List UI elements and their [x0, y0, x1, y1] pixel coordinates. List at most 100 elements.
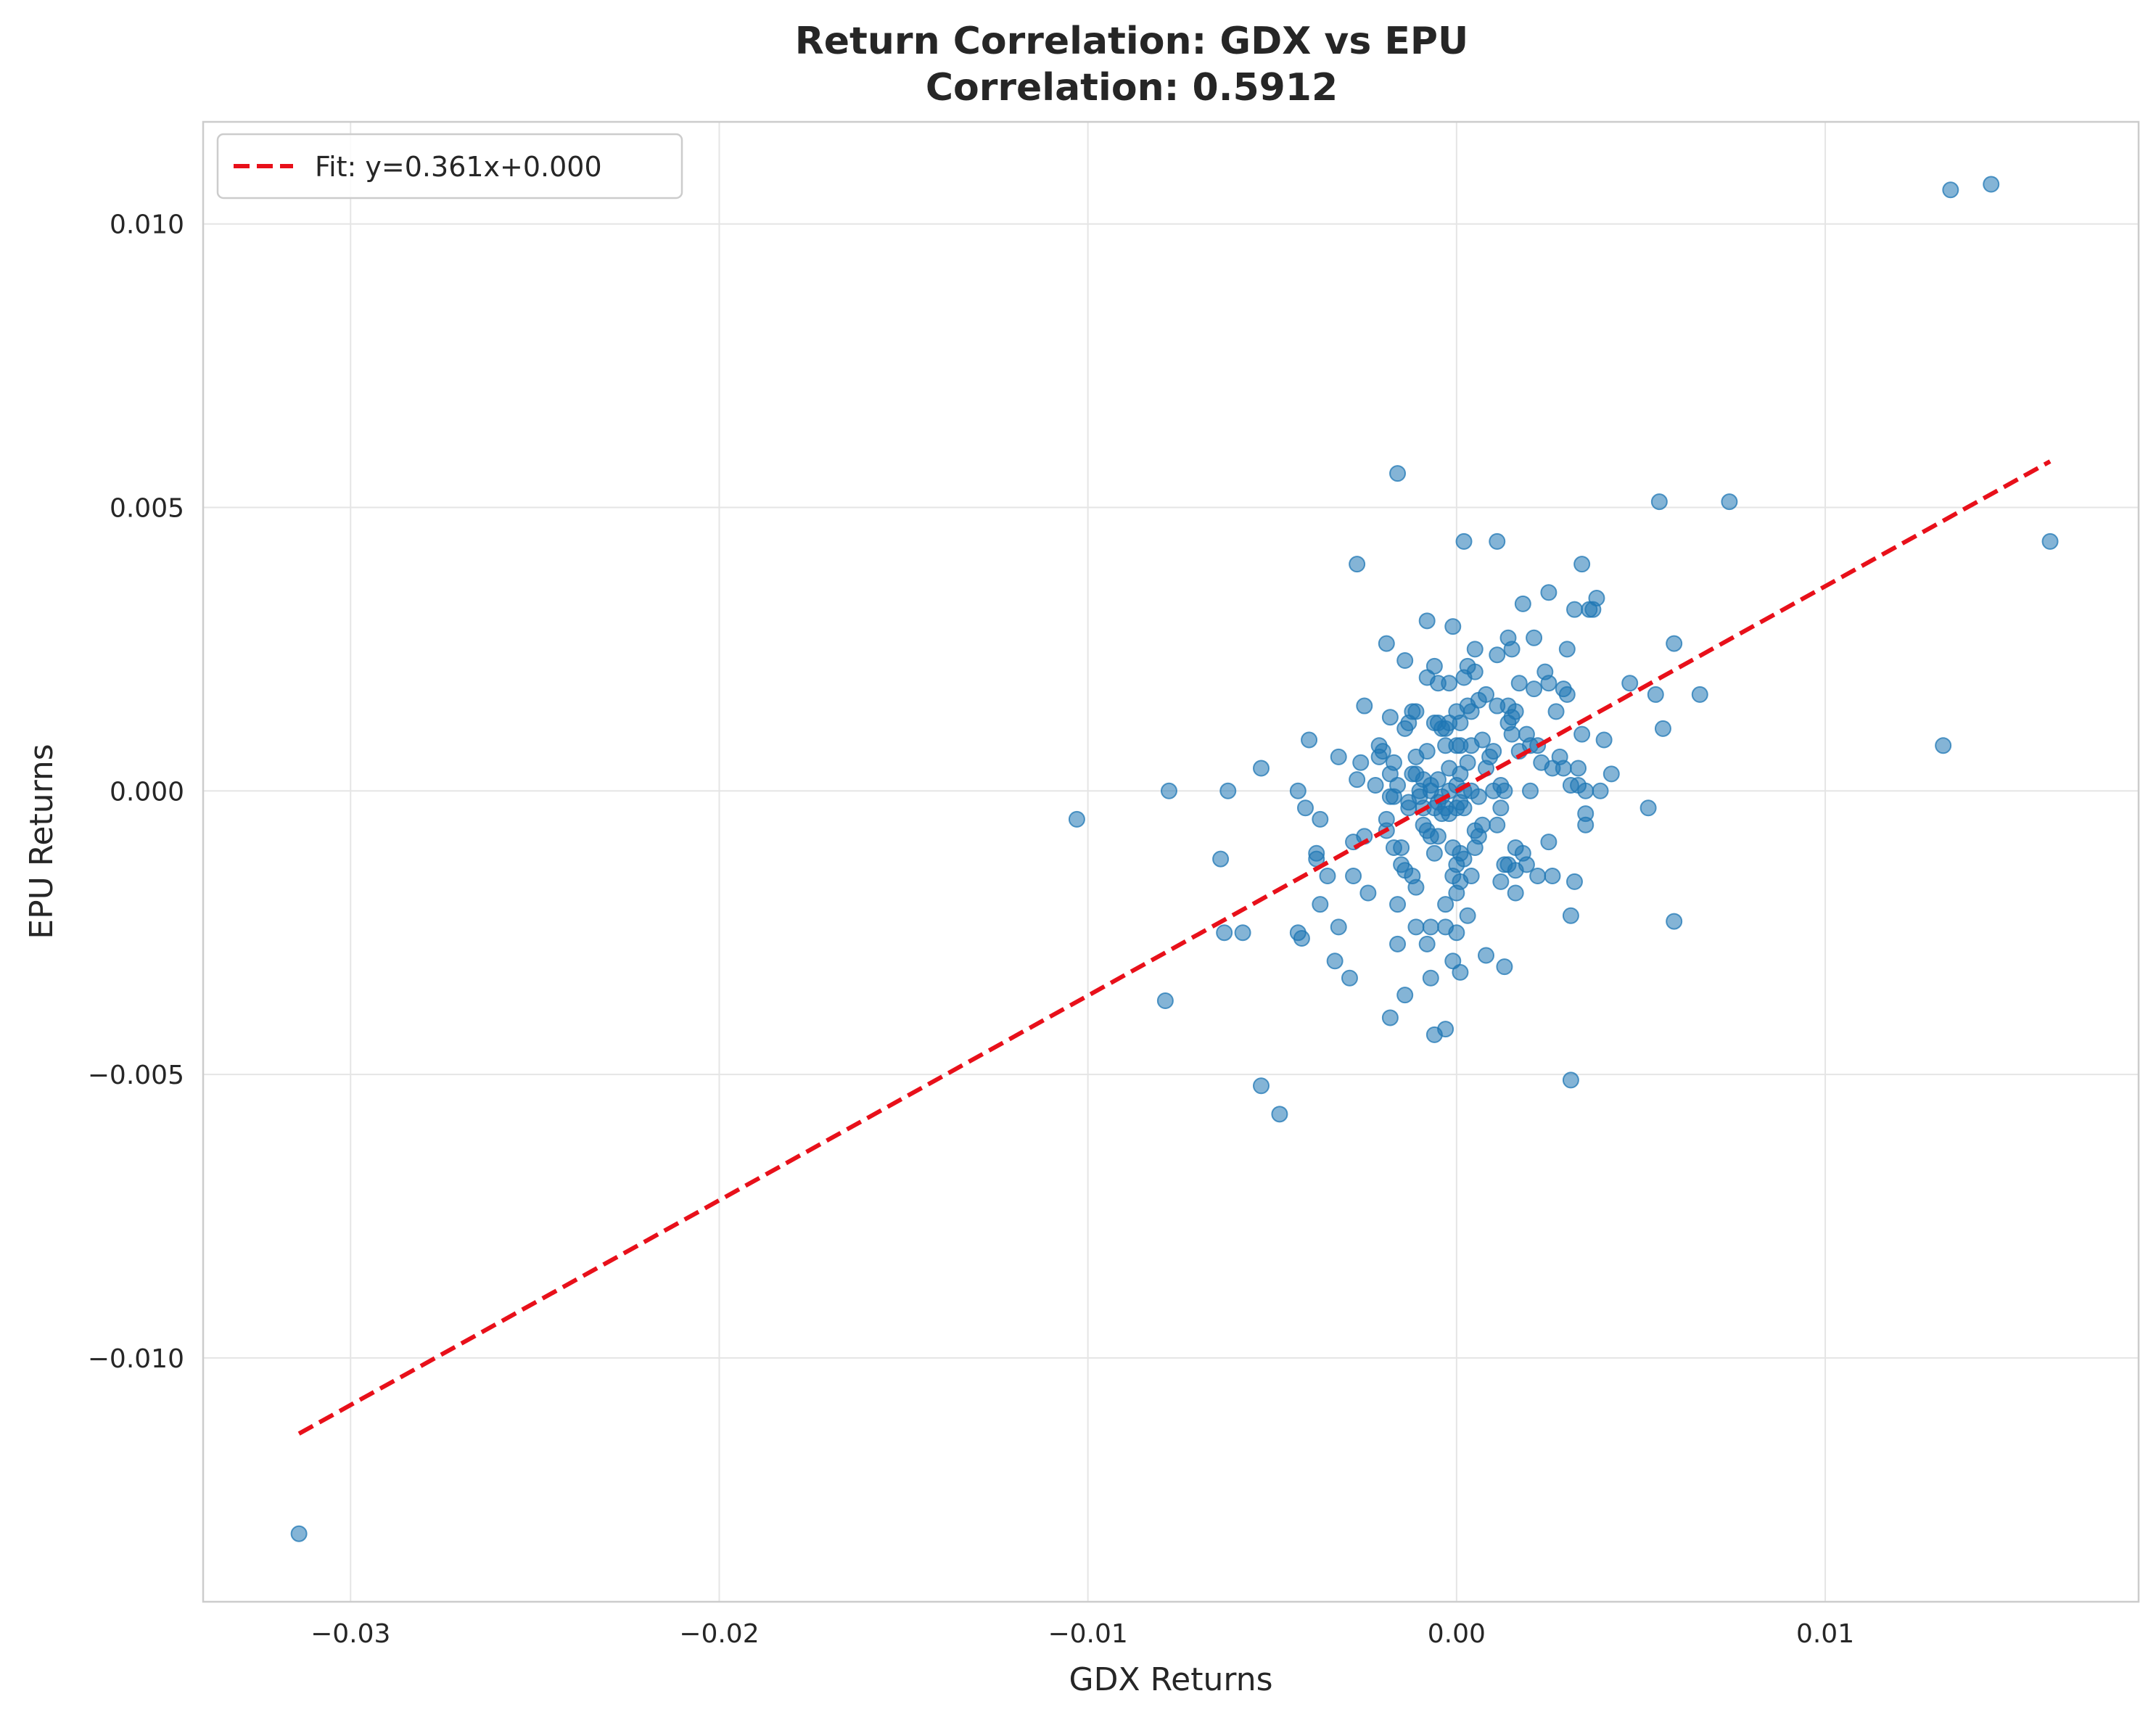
scatter-point: [1577, 782, 1595, 799]
scatter-point: [1234, 924, 1251, 942]
scatter-point: [1544, 868, 1561, 885]
scatter-point: [1418, 612, 1436, 630]
grid: [203, 122, 2139, 1602]
scatter-point: [1407, 918, 1425, 936]
scatter-point: [1558, 686, 1576, 703]
scatter-point: [1429, 828, 1447, 845]
scatter-point: [1422, 918, 1439, 936]
scatter-point: [1518, 856, 1535, 873]
x-tick-label: −0.03: [310, 1619, 390, 1649]
scatter-point: [1349, 556, 1366, 573]
scatter-point: [1466, 641, 1484, 658]
scatter-point: [1296, 799, 1314, 817]
scatter-point: [1942, 181, 1959, 199]
scatter-point: [1983, 176, 2000, 193]
scatter-point: [1565, 873, 1583, 890]
scatter-point: [1352, 754, 1370, 771]
scatter-point: [1489, 646, 1506, 664]
scatter-point: [1359, 884, 1377, 902]
scatter-point: [1507, 703, 1524, 720]
scatter-point: [1639, 799, 1657, 817]
scatter-point: [1437, 896, 1455, 913]
scatter-point: [1389, 896, 1407, 913]
scatter-point: [2041, 532, 2059, 550]
y-tick-labels: −0.010 −0.005 0.000 0.005 0.010: [88, 210, 184, 1374]
scatter-point: [1570, 760, 1587, 777]
scatter-point: [1521, 782, 1539, 799]
scatter-point: [1492, 873, 1510, 890]
scatter-point: [1448, 924, 1465, 942]
scatter-point: [1510, 675, 1528, 692]
scatter-point: [1289, 782, 1307, 799]
scatter-point: [1345, 868, 1362, 885]
scatter-point: [1459, 907, 1476, 924]
scatter-point: [1489, 532, 1506, 550]
y-tick-label: 0.000: [110, 777, 184, 807]
scatter-point: [1478, 947, 1495, 964]
scatter-point: [1437, 1021, 1455, 1038]
fit-line: [297, 459, 2052, 1436]
scatter-point: [1691, 686, 1708, 703]
scatter-point: [290, 1525, 308, 1542]
scatter-point: [1455, 850, 1473, 868]
scatter-point: [1721, 493, 1738, 511]
scatter-point: [1378, 635, 1395, 652]
scatter-point: [1503, 641, 1521, 658]
scatter-point: [1473, 731, 1491, 749]
scatter-points: [290, 176, 2059, 1542]
scatter-point: [1602, 765, 1620, 783]
chart-subtitle: Correlation: 0.5912: [926, 66, 1338, 110]
legend-box: [216, 133, 683, 199]
scatter-point: [1312, 896, 1329, 913]
scatter-point: [1219, 782, 1237, 799]
scatter-point: [1341, 969, 1358, 987]
scatter-point: [1253, 760, 1270, 777]
scatter-point: [1381, 709, 1399, 726]
legend-fit-label: Fit: y=0.361x+0.000: [315, 151, 602, 183]
scatter-point: [1592, 782, 1609, 799]
scatter-point: [1349, 771, 1366, 789]
scatter-point: [1422, 969, 1439, 987]
scatter-point: [1558, 641, 1576, 658]
scatter-point: [1407, 878, 1425, 896]
scatter-point: [1452, 963, 1469, 981]
scatter-point: [1301, 731, 1318, 749]
y-tick-label: 0.010: [110, 210, 184, 240]
y-tick-label: 0.005: [110, 493, 184, 523]
x-tick-label: 0.00: [1428, 1619, 1486, 1649]
scatter-point: [1425, 657, 1443, 675]
scatter-point: [1547, 703, 1565, 720]
scatter-point: [1455, 799, 1473, 817]
scatter-point: [1470, 788, 1487, 805]
x-axis-label: GDX Returns: [1069, 1661, 1272, 1698]
scatter-point: [1418, 743, 1436, 760]
fit-line-layer: [297, 459, 2052, 1436]
scatter-point: [1573, 556, 1591, 573]
scatter-point: [1444, 618, 1462, 635]
scatter-point: [1068, 810, 1085, 828]
scatter-point: [1452, 715, 1469, 732]
scatter-point: [1935, 737, 1952, 754]
scatter-point: [1514, 595, 1531, 612]
scatter-point: [1540, 584, 1558, 601]
scatter-point: [1418, 935, 1436, 952]
scatter-point: [1389, 776, 1407, 794]
scatter-point: [1478, 686, 1495, 703]
scatter-point: [1407, 703, 1425, 720]
x-tick-label: −0.01: [1048, 1619, 1127, 1649]
scatter-point: [1389, 465, 1407, 482]
scatter-point: [1654, 720, 1671, 737]
scatter-point: [1356, 697, 1373, 715]
scatter-point: [1647, 686, 1664, 703]
scatter-point: [1374, 743, 1391, 760]
x-tick-label: −0.02: [679, 1619, 759, 1649]
scatter-point: [1312, 810, 1329, 828]
scatter-point: [1396, 987, 1414, 1004]
scatter-point: [1330, 748, 1347, 765]
scatter-point: [1666, 913, 1683, 930]
scatter-point: [1555, 760, 1572, 777]
scatter-point: [1503, 725, 1521, 743]
